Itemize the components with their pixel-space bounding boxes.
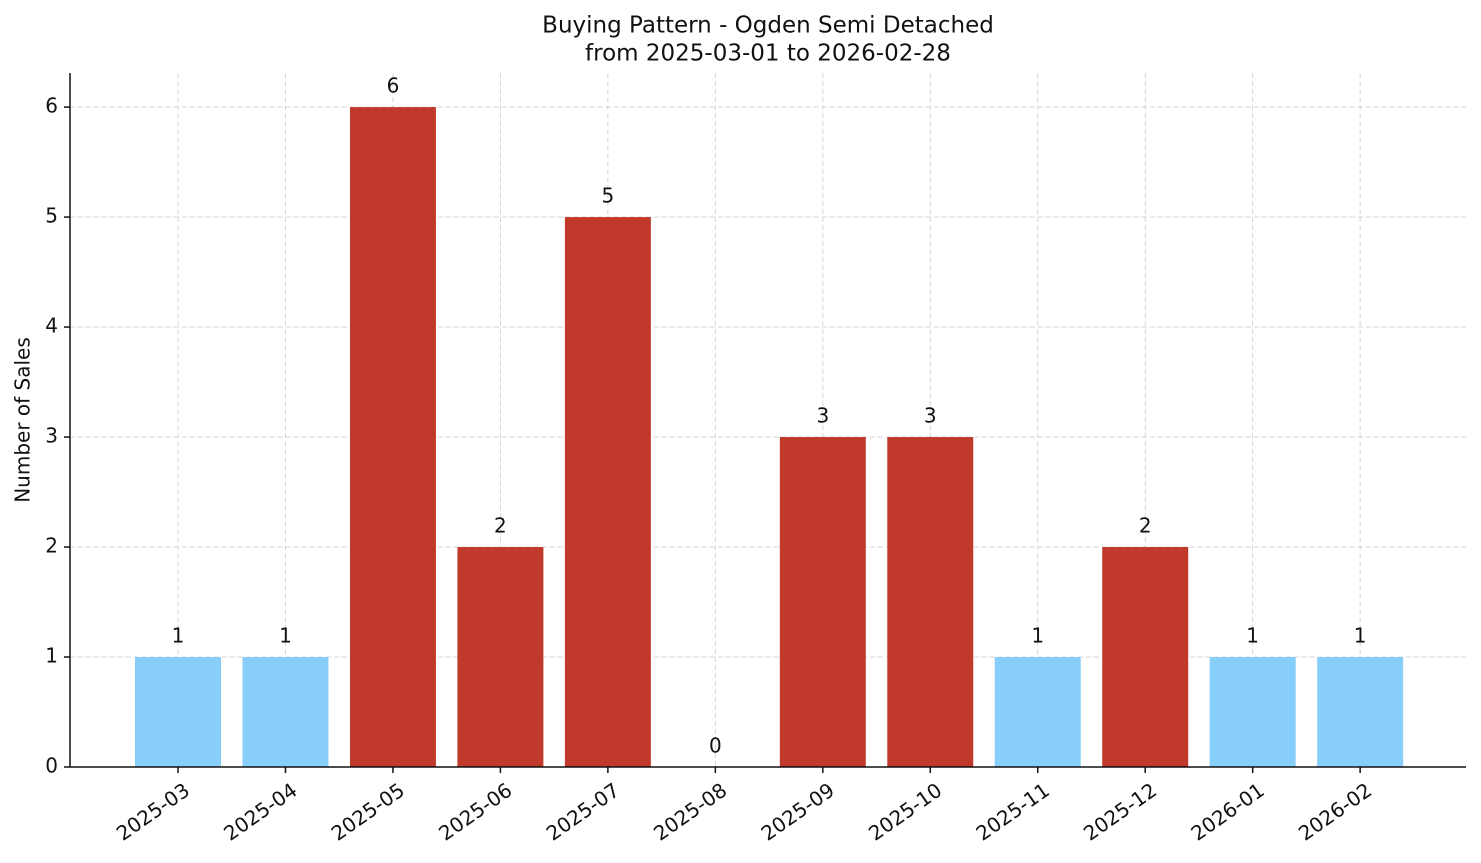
- x-tick-label: 2025-09: [757, 778, 839, 846]
- x-tick-label: 2025-07: [542, 778, 624, 846]
- x-tick-label: 2025-10: [864, 778, 946, 846]
- bar: [457, 547, 544, 767]
- bar: [1209, 657, 1296, 767]
- data-label: 1: [1031, 624, 1044, 648]
- bar: [887, 437, 974, 767]
- y-tick-label: 5: [45, 204, 58, 228]
- y-tick-label: 0: [45, 754, 58, 778]
- data-label: 1: [1354, 624, 1367, 648]
- bar: [1102, 547, 1189, 767]
- bar: [135, 657, 221, 767]
- y-tick-label: 1: [45, 644, 58, 668]
- data-label: 1: [1246, 624, 1259, 648]
- x-tick-label: 2025-04: [219, 778, 301, 846]
- data-label: 3: [924, 404, 937, 428]
- data-label: 1: [172, 624, 185, 648]
- y-tick-label: 6: [45, 94, 58, 118]
- bar: [994, 657, 1081, 767]
- x-tick-label: 2025-11: [972, 778, 1054, 846]
- bar: [779, 437, 866, 767]
- y-tick-label: 2: [45, 534, 58, 558]
- bar: [242, 657, 329, 767]
- y-axis-label: Number of Sales: [11, 337, 35, 503]
- x-tick-label: 2026-02: [1294, 778, 1376, 846]
- bar: [564, 217, 651, 768]
- chart-title: Buying Pattern - Ogden Semi Detached: [542, 13, 994, 39]
- data-label: 2: [1139, 514, 1152, 538]
- x-tick-label: 2025-06: [434, 778, 516, 846]
- bar: [349, 107, 436, 767]
- x-tick-label: 2025-08: [649, 778, 731, 846]
- bar: [1317, 657, 1404, 767]
- data-label: 6: [387, 74, 400, 98]
- x-tick-label: 2025-05: [327, 778, 409, 846]
- y-tick-label: 3: [45, 424, 58, 448]
- data-label: 1: [279, 624, 292, 648]
- data-label: 3: [816, 404, 829, 428]
- chart-subtitle: from 2025-03-01 to 2026-02-28: [585, 41, 951, 67]
- x-tick-label: 2026-01: [1186, 778, 1268, 846]
- data-label: 0: [709, 734, 722, 758]
- y-tick-label: 4: [45, 314, 58, 338]
- x-tick-label: 2025-03: [112, 778, 194, 846]
- x-tick-label: 2025-12: [1079, 778, 1161, 846]
- data-label: 5: [602, 184, 615, 208]
- data-label: 2: [494, 514, 507, 538]
